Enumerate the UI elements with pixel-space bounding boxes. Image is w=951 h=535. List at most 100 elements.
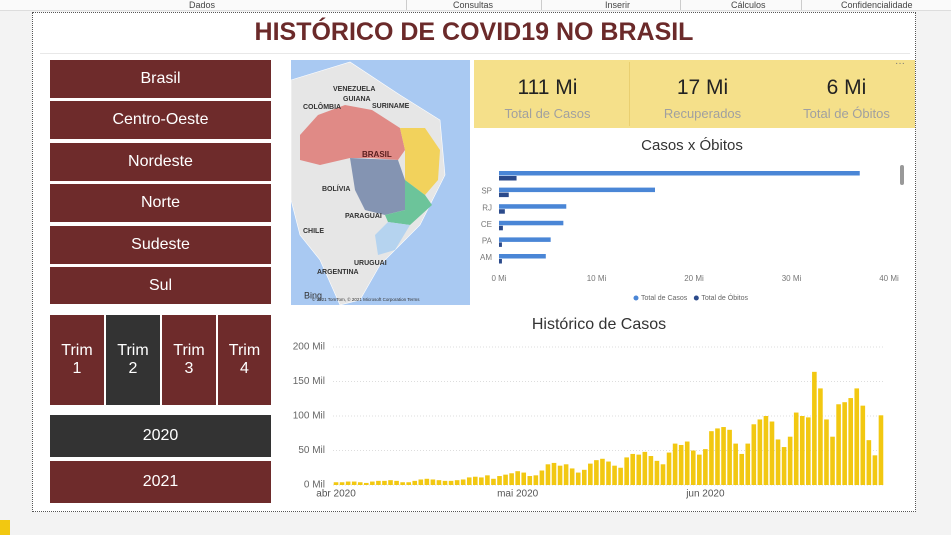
map-label: ARGENTINA <box>317 269 359 276</box>
menu-item[interactable]: Inserir <box>605 0 631 10</box>
cards-background <box>474 60 915 128</box>
bar <box>757 419 763 485</box>
x-tick-label: jun 2020 <box>685 489 725 500</box>
bar <box>781 447 787 485</box>
bar <box>557 465 563 485</box>
y-tick-label: RJ <box>482 203 492 212</box>
region-button[interactable]: Brasil <box>50 60 271 98</box>
year-button[interactable]: 2020 <box>50 415 271 457</box>
bar <box>860 405 866 485</box>
bar <box>733 443 738 485</box>
bar <box>545 464 551 485</box>
menu-item[interactable]: Consultas <box>453 0 494 10</box>
bar <box>569 468 575 485</box>
bar <box>866 440 872 485</box>
bar <box>842 402 847 485</box>
y-tick-label: 150 Mil <box>293 376 325 387</box>
chart-title: Casos x Óbitos <box>641 137 743 154</box>
map-logo: Bing <box>304 290 322 300</box>
quarter-button[interactable]: Trim 1 <box>50 315 104 405</box>
map-label: PARAGUAI <box>345 213 382 220</box>
bar <box>448 480 454 485</box>
menu-item[interactable]: Cálculos <box>731 0 766 10</box>
legend-marker <box>693 295 699 301</box>
bar <box>485 475 490 485</box>
x-tick-label: 40 Mi <box>879 274 899 283</box>
bar <box>769 421 775 485</box>
bar <box>382 480 387 485</box>
bar <box>333 482 339 485</box>
region-norte <box>300 105 405 165</box>
region-sul <box>375 222 410 255</box>
bar <box>527 476 533 485</box>
y-tick-label: 0 Mil <box>304 480 325 491</box>
bar <box>499 192 509 198</box>
quarter-label: Trim 2 <box>117 342 149 377</box>
legend-label: Total de Óbitos <box>701 293 748 302</box>
x-tick-label: abr 2020 <box>316 489 356 500</box>
bar <box>412 480 418 485</box>
bar <box>394 480 399 485</box>
bar <box>709 431 714 485</box>
separator <box>629 62 630 126</box>
bar <box>491 478 496 485</box>
quarter-button[interactable]: Trim 3 <box>162 315 216 405</box>
bar <box>503 474 508 485</box>
kpi-value: 111 Mi <box>517 76 578 99</box>
region-button[interactable]: Sudeste <box>50 226 271 264</box>
bar <box>364 482 369 485</box>
region-button[interactable]: Nordeste <box>50 143 271 181</box>
y-tick-label: SP <box>481 187 492 196</box>
bar <box>624 457 629 485</box>
bar <box>454 480 460 485</box>
bar <box>818 388 823 485</box>
bar <box>499 187 655 193</box>
quarter-button[interactable]: Trim 4 <box>218 315 271 405</box>
region-centro-oeste <box>350 158 405 215</box>
kpi-card: 6 Mi Total de Óbitos <box>773 60 920 128</box>
report-title: HISTÓRICO DE COVID19 NO BRASIL <box>254 18 694 46</box>
separator <box>541 0 542 10</box>
bar <box>830 436 835 485</box>
bar <box>479 477 484 485</box>
bar <box>872 455 878 485</box>
menu-item[interactable]: Confidencialidade <box>841 0 913 10</box>
bar <box>660 464 666 485</box>
bar <box>400 482 405 485</box>
scrollbar[interactable] <box>900 165 904 185</box>
kpi-card: 17 Mi Recuperados <box>629 60 776 128</box>
bar <box>339 482 345 485</box>
bar <box>854 388 860 485</box>
separator <box>406 0 407 10</box>
bar <box>533 475 539 485</box>
map-label: GUIANA <box>343 96 371 103</box>
kpi-label: Total de Óbitos <box>803 106 890 121</box>
bar <box>376 480 381 485</box>
bar <box>721 427 726 485</box>
bar <box>370 481 375 485</box>
map-label: COLÔMBIA <box>303 102 341 111</box>
kpi-card: 111 Mi Total de Casos <box>474 60 621 128</box>
menu-item[interactable]: Dados <box>189 0 216 10</box>
bar <box>775 439 781 485</box>
separator <box>801 0 802 10</box>
region-button[interactable]: Norte <box>50 184 271 222</box>
kpi-label: Recuperados <box>663 106 742 121</box>
kpi-label: Total de Casos <box>504 106 591 121</box>
more-options[interactable]: ··· <box>895 58 905 69</box>
x-tick-label: 0 Mi <box>491 274 506 283</box>
bar <box>630 453 636 485</box>
bar <box>499 254 546 259</box>
year-button[interactable]: 2021 <box>50 461 271 503</box>
bar <box>654 460 660 485</box>
bar <box>442 480 448 485</box>
y-tick-label: CE <box>481 220 492 229</box>
region-button[interactable]: Centro-Oeste <box>50 101 271 139</box>
region-button[interactable]: Sul <box>50 267 271 304</box>
quarter-button[interactable]: Trim 2 <box>106 315 160 405</box>
y-tick-label: 50 Mil <box>298 445 325 456</box>
page-tab-marker <box>0 520 10 535</box>
bar <box>697 454 702 485</box>
bar <box>824 419 829 485</box>
bar <box>588 463 593 485</box>
